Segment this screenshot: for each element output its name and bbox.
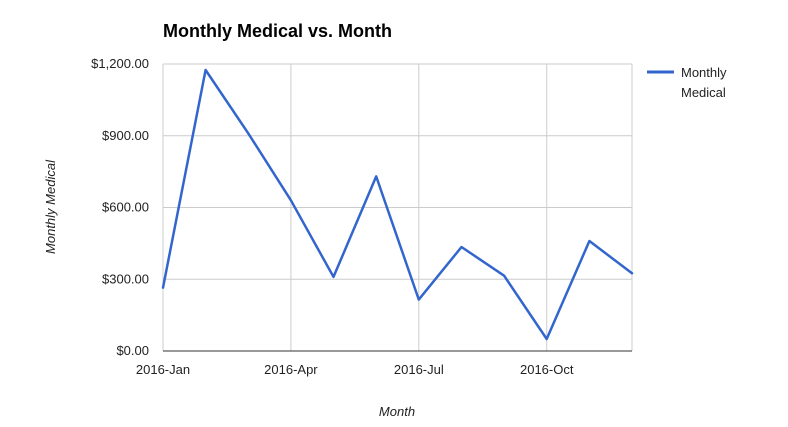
y-tick-label: $600.00: [102, 200, 149, 215]
y-tick-label: $900.00: [102, 128, 149, 143]
x-tick-label: 2016-Jan: [136, 362, 190, 377]
series-line-monthly-medical: [161, 68, 634, 341]
legend-label-line-1: Monthly: [681, 65, 727, 80]
y-tick-label: $300.00: [102, 271, 149, 286]
grid-lines: [162, 63, 633, 351]
chart-title: Monthly Medical vs. Month: [163, 21, 392, 41]
legend: Monthly Medical: [647, 65, 727, 100]
legend-label-line-2: Medical: [681, 85, 726, 100]
x-axis-ticks: 2016-Jan 2016-Apr 2016-Jul 2016-Oct: [136, 362, 574, 377]
y-tick-label: $1,200.00: [91, 56, 149, 71]
x-tick-label: 2016-Oct: [520, 362, 574, 377]
x-tick-label: 2016-Apr: [264, 362, 318, 377]
y-axis-label: Monthly Medical: [43, 159, 58, 254]
x-tick-label: 2016-Jul: [394, 362, 444, 377]
y-axis-ticks: $0.00 $300.00 $600.00 $900.00 $1,200.00: [91, 56, 149, 358]
series: [161, 68, 634, 341]
y-tick-label: $0.00: [116, 343, 149, 358]
x-axis-label: Month: [379, 404, 415, 419]
